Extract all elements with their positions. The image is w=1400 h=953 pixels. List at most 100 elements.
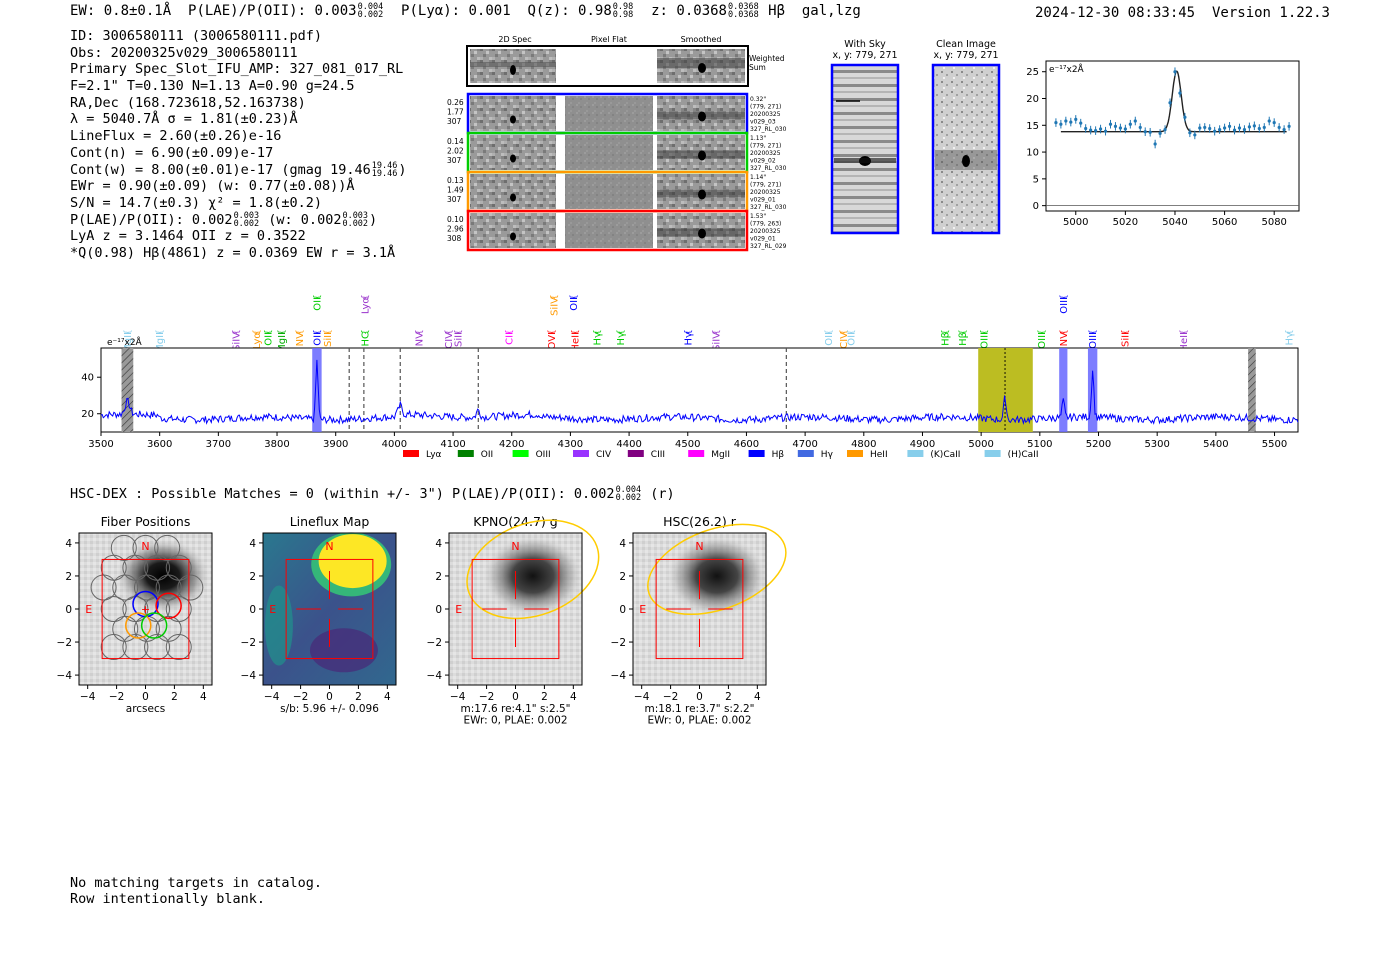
line-label: OII [846, 332, 857, 346]
fit-point [1064, 119, 1068, 123]
spec-xtick-label: 3600 [147, 439, 172, 450]
panel-caption: s/b: 5.96 +/- 0.096 [280, 703, 379, 715]
line-label-bracket: { [825, 329, 835, 335]
spectrum-axes: 3500 3600 3700 3800 3900 4000 4100 4200 4300 4400… [81, 373, 1287, 450]
fit-point [1138, 125, 1142, 130]
aperture-ellipse [466, 519, 600, 620]
galaxy-blob [480, 533, 585, 618]
line-label: SiIV [232, 332, 243, 351]
panel-xtick-label: 4 [754, 691, 761, 703]
info-primary: Primary Spec_Slot_IFU_AMP: 327_081_017_R… [70, 61, 404, 78]
cutout-left-label: 0.14 [447, 137, 464, 146]
line-label: Hβ [940, 332, 951, 346]
panels-group: Fiber Positions + N E −4 −2 0 2 4 4 2 0 −2 −4 arcsecs L… [57, 514, 787, 727]
fit-point [1252, 124, 1256, 128]
fit-axes: 5000 5020 5040 5060 5080 0 5 10 15 20 25 [1026, 67, 1287, 228]
footer-line-1: No matching targets in catalog. [70, 875, 322, 891]
fit-point [1247, 125, 1251, 129]
fit-ytick-label: 15 [1026, 121, 1039, 132]
fit-xtick-label: 5040 [1162, 217, 1187, 228]
fit-point [1118, 126, 1123, 130]
panel-xtick-label: 2 [725, 691, 732, 703]
fiber-circle [100, 634, 127, 660]
qz-value: Q(z): 0.98 [527, 3, 612, 19]
panel-xtick-label: −4 [80, 691, 96, 703]
info-sn: S/N = 14.7(±0.3) χ² = 1.8(±0.2) [70, 194, 322, 211]
fit-point [1213, 129, 1217, 133]
legend-swatch [907, 450, 924, 457]
fit-point [1108, 122, 1113, 126]
line-label: MgII [277, 332, 288, 353]
spec-xtick-label: 4800 [851, 439, 876, 450]
hsc-dex-summary: HSC-DEX : Possible Matches = 0 (within +… [70, 485, 675, 503]
cutout-2d [470, 96, 556, 131]
line-label: Hβ [958, 332, 969, 346]
panel-title: HSC(26.2) r [663, 514, 737, 529]
hsc-bounds: 0.004 0.002 [615, 485, 642, 503]
fit-point [1282, 127, 1286, 132]
line-label: Lyα [361, 297, 372, 315]
spec-xtick-label: 4900 [910, 439, 935, 450]
cutout-flat [565, 174, 653, 209]
info-lineflux: LineFlux = 2.60(±0.26)e-16 [70, 128, 282, 145]
legend-swatch [847, 450, 863, 457]
line-label-bracket: { [232, 329, 242, 335]
line-label: OVI [547, 332, 558, 350]
line-label: OIII [980, 332, 991, 349]
weighted-sum-row: Weighted Sum [466, 45, 785, 87]
aperture-ellipse [647, 523, 787, 616]
panel-xtick-label: −4 [264, 691, 280, 703]
fit-point [1178, 91, 1182, 95]
cutout-right-label: 1.13" [750, 135, 766, 142]
with-sky-title: With Sky [844, 39, 886, 50]
z-bounds: 0.0368 0.0368 [727, 2, 759, 20]
cutout-right-label: v029_03 [750, 119, 776, 126]
line-label-bracket: { [156, 329, 166, 335]
legend-swatch [457, 450, 474, 457]
panel-xtick-label: 4 [570, 691, 577, 703]
spec-xtick-label: 4600 [734, 439, 759, 450]
panel-title: KPNO(24.7) g [473, 514, 557, 529]
info-radec: RA,Dec (168.723618,52.163738) [70, 94, 306, 111]
panel-xtick-label: −4 [450, 691, 466, 703]
panel-caption: arcsecs [126, 703, 165, 715]
line-label: OII [569, 297, 580, 311]
line-label-bracket: { [505, 329, 515, 335]
hsc-band: (r) [650, 486, 675, 502]
full-spectrum-plot: OII{Lyα{SiIV{OII{OIII{MgII{MgII{SiIV{Lyα… [81, 294, 1299, 460]
spec-xtick-label: 4100 [440, 439, 465, 450]
info-fwhm: F=2.1" T=0.130 N=1.13 A=0.90 g=24.5 [70, 78, 355, 95]
panel-ytick-label: 0 [619, 604, 626, 616]
line-label-bracket: { [616, 329, 626, 335]
spec-unit-label: e⁻¹⁷x2Å [107, 336, 143, 348]
info-lya-z: LyA z = 3.1464 OII z = 0.3522 [70, 228, 306, 245]
panel-xtick-label: 0 [512, 691, 519, 703]
fiber-circle [90, 574, 117, 601]
line-label: SiII [453, 332, 464, 347]
north-label: N [325, 540, 333, 553]
cutout-left-label: 307 [447, 195, 462, 204]
image-panel: Fiber Positions + N E −4 −2 0 2 4 4 2 0 −2 −4 arcsecs [57, 514, 213, 715]
spectrum-legend: Lyα OII OIII CIV CIII MgII Hβ Hγ HeII (K)CaII (H)C… [403, 450, 1039, 460]
panel-ytick-label: −2 [427, 637, 442, 649]
fit-point [1183, 115, 1187, 119]
galaxy-blob [664, 533, 769, 618]
fit-point [1188, 131, 1192, 135]
line-label-bracket: { [684, 329, 694, 335]
north-label: N [695, 540, 703, 553]
cutout-left-label: 2.02 [447, 147, 464, 156]
line-label: Hγ [683, 332, 694, 346]
info-q-line: *Q(0.98) Hβ(4861) z = 0.0369 EW r = 3.1Å [70, 244, 396, 261]
spectral-line-labels: OII{Lyα{SiIV{OII{OIII{MgII{MgII{SiIV{Lyα… [123, 294, 1296, 353]
cutout-smooth-source [698, 189, 706, 200]
fiber-circle [133, 574, 160, 601]
panel-xtick-label: −2 [663, 691, 678, 703]
north-label: N [141, 540, 149, 553]
panel-ytick-label: 2 [619, 571, 626, 583]
fit-point [1128, 122, 1132, 126]
line-label-bracket: { [361, 294, 371, 300]
panel-xtick-label: 0 [326, 691, 333, 703]
